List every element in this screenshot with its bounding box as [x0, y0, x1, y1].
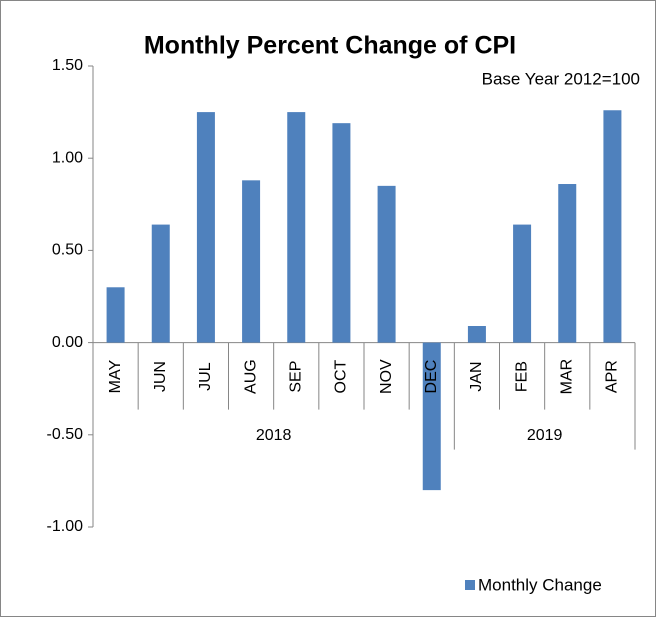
bar — [513, 224, 532, 343]
legend-swatch — [465, 580, 475, 590]
y-tick-label: -0.50 — [47, 426, 84, 443]
x-tick-label: SEP — [287, 361, 304, 393]
bar — [287, 112, 306, 343]
bar — [151, 224, 170, 343]
x-tick-label: JAN — [468, 361, 485, 391]
x-tick-label: DEC — [423, 360, 440, 394]
x-tick-label: JUN — [152, 361, 169, 392]
x-tick-label: MAR — [558, 359, 575, 395]
bar — [242, 180, 261, 343]
chart-subtitle: Base Year 2012=100 — [482, 69, 640, 88]
x-tick-label: JUL — [197, 362, 214, 391]
bar — [603, 110, 622, 343]
x-tick-label: OCT — [333, 359, 350, 393]
y-tick-label: 0.50 — [52, 242, 83, 259]
bar — [558, 184, 577, 343]
bar — [467, 326, 486, 343]
x-tick-label: APR — [604, 360, 621, 393]
y-tick-label: 0.00 — [52, 334, 83, 351]
y-tick-label: 1.50 — [52, 57, 83, 74]
x-tick-label: FEB — [513, 361, 530, 392]
bar — [377, 185, 396, 343]
bar — [106, 287, 125, 343]
x-tick-label: MAY — [107, 360, 124, 394]
bar — [332, 123, 351, 343]
x-group-label: 2018 — [256, 427, 292, 444]
x-group-label: 2019 — [527, 427, 563, 444]
y-tick-label: 1.00 — [52, 149, 83, 166]
bar — [422, 342, 441, 491]
bar — [196, 112, 215, 343]
x-tick-label: AUG — [242, 359, 259, 394]
x-tick-label: NOV — [378, 359, 395, 394]
y-tick-label: -1.00 — [47, 518, 84, 535]
legend-label: Monthly Change — [478, 575, 602, 594]
chart-title: Monthly Percent Change of CPI — [144, 32, 516, 60]
